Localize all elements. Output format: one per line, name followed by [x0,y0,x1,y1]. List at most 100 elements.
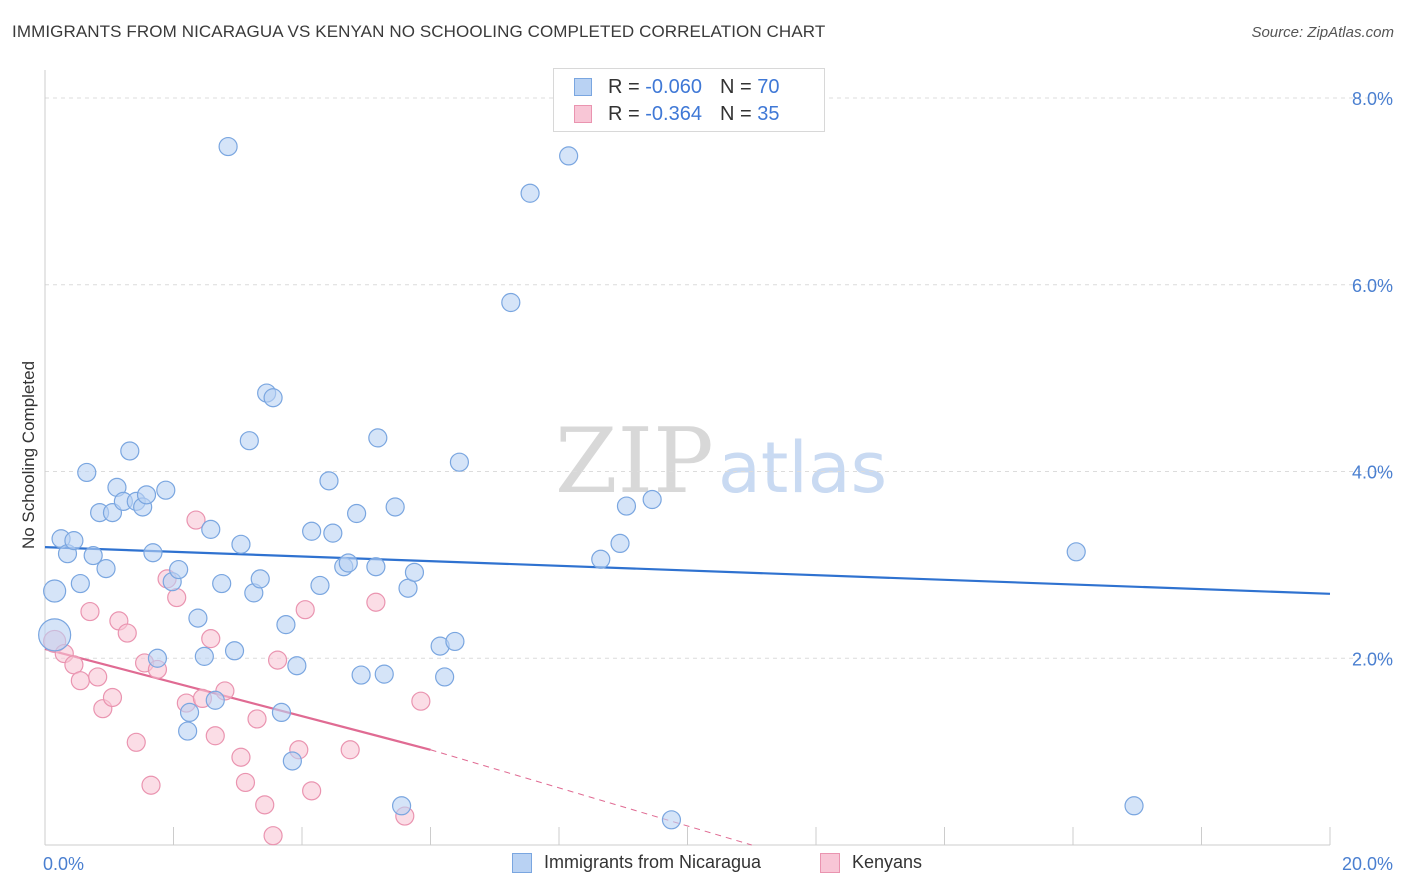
trend-lines [44,546,1331,846]
nicaragua-point [169,559,189,580]
nicaragua-point [610,533,630,554]
kenyan-point [80,601,100,622]
bottom-legend-nicaragua: Immigrants from Nicaragua [512,852,761,873]
nicaragua-point [282,751,302,771]
nicaragua-point [302,521,322,541]
kenyan-trend-line [44,647,431,751]
nicaragua-point [385,497,405,517]
nicaragua-point [156,480,176,500]
nicaragua-point [347,503,367,524]
legend-n-label: N = [719,75,752,98]
nicaragua-point [43,579,67,603]
nicaragua-point [96,559,116,579]
nicaragua-point [319,471,339,491]
nicaragua-point [323,523,343,543]
nicaragua-point [276,615,296,635]
nicaragua-point [287,656,307,676]
nicaragua-point [404,562,425,582]
nicaragua-point [224,641,245,661]
kenyan-point [411,691,431,711]
nicaragua-point [120,441,140,461]
legend-row-kenyans: R = -0.364 N = 35 [574,101,779,127]
nicaragua-point [338,553,358,573]
nicaragua-point [559,146,579,166]
nicaragua-point [194,646,214,666]
legend-swatch-blue [574,78,592,96]
gridlines [45,97,1392,659]
kenyan-trend-extension [430,749,752,846]
watermark: ZIP atlas [555,409,887,514]
nicaragua-point [147,648,168,668]
legend-n-value: 35 [757,102,780,125]
legend-r-value: -0.060 [645,75,702,98]
nicaragua-point [591,549,611,569]
nicaragua-point [501,292,521,313]
y-tick-label: 8.0% [1352,89,1393,109]
bottom-legend-kenyans: Kenyans [820,852,922,873]
nicaragua-point [391,796,412,816]
nicaragua-point [64,531,84,551]
nicaragua-point [239,431,259,451]
kenyan-point [102,687,123,708]
nicaragua-point [188,608,208,628]
nicaragua-point [70,573,90,594]
y-tick-label: 2.0% [1352,649,1393,669]
kenyan-point [88,667,108,687]
nicaragua-point [83,545,103,566]
kenyan-point [302,781,322,801]
bottom-legend-swatch-pink [820,852,840,873]
legend-n-label: N = [719,102,752,125]
bottom-legend-label: Immigrants from Nicaragua [544,852,762,872]
nicaragua-point [205,690,225,710]
bottom-legend-swatch-blue [512,852,532,873]
nicaragua-point [201,519,221,539]
legend-n-value: 70 [757,75,780,98]
kenyan-point [295,600,315,620]
kenyan-point [340,740,360,760]
nicaragua-point [368,428,388,448]
watermark-zip: ZIP [555,409,714,514]
nicaragua-point [445,631,465,652]
nicaragua-point [616,496,637,516]
axes [44,70,1331,846]
y-tick-labels: 2.0% 4.0% 6.0% 8.0% [1352,89,1393,669]
nicaragua-point [179,702,200,723]
nicaragua-point [263,388,283,408]
watermark-atlas: atlas [718,427,887,509]
y-tick-label: 6.0% [1352,276,1393,296]
nicaragua-point [271,702,292,723]
kenyan-point [141,775,161,795]
kenyan-point [117,623,137,643]
nicaragua-point [661,810,682,830]
x-tick-label: 0.0% [43,854,84,874]
kenyan-point [247,709,267,729]
nicaragua-point [212,573,232,594]
nicaragua-point [1066,542,1086,562]
y-axis-label: No Schooling Completed [19,361,38,549]
data-points [38,136,1144,846]
nicaragua-trend-line [44,546,1331,595]
legend-r-label: R = [608,75,640,98]
nicaragua-point [231,534,251,554]
legend-swatch-pink [574,105,592,123]
nicaragua-point [143,543,163,563]
nicaragua-point [178,721,198,741]
kenyan-point [201,629,221,649]
nicaragua-point [642,489,662,510]
nicaragua-point [520,183,540,203]
kenyan-point [255,795,275,815]
nicaragua-point [449,452,470,472]
kenyan-point [126,732,146,752]
kenyan-point [205,726,225,746]
nicaragua-point [250,569,270,589]
kenyan-point [366,592,386,612]
kenyan-point [235,772,256,793]
source-label: Source: ZipAtlas.com [1251,24,1394,41]
legend-r-value: -0.364 [645,102,702,125]
y-tick-label: 4.0% [1352,463,1393,483]
bottom-legend-label: Kenyans [852,852,923,872]
nicaragua-point [310,575,330,596]
kenyan-point [263,826,283,846]
kenyan-point [167,587,187,608]
